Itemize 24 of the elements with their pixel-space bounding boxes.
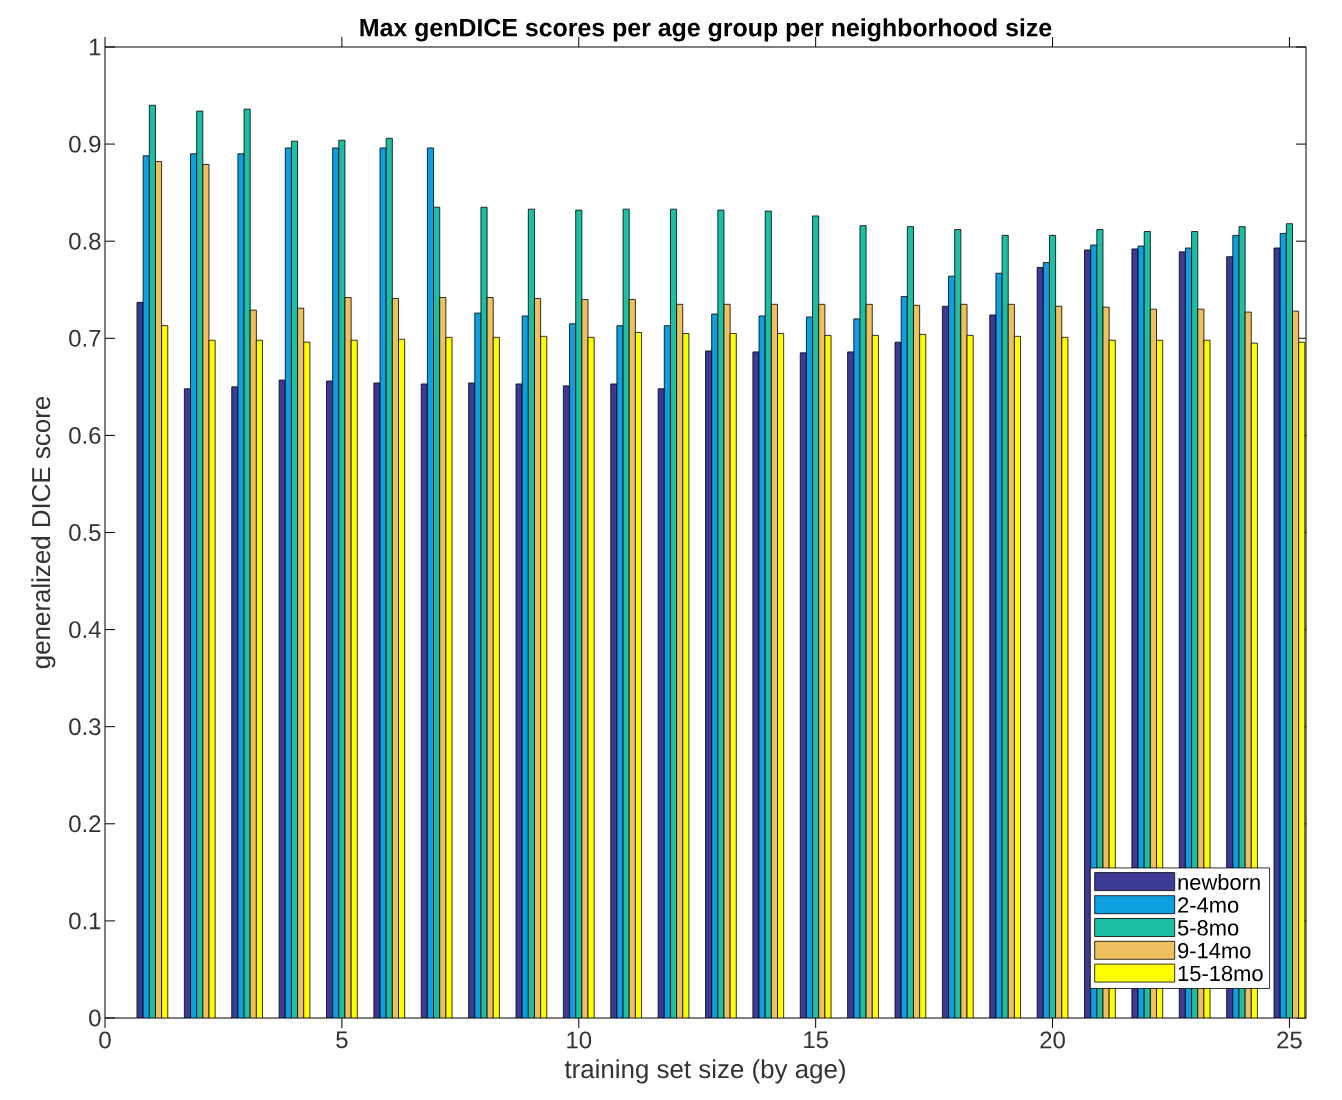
- legend-label: 2-4mo: [1178, 897, 1239, 913]
- y-tick-label: 1: [90, 38, 101, 56]
- y-tick-label: 0: [89, 1009, 101, 1027]
- y-tick-label: 0.5: [69, 524, 101, 541]
- y-tick-label: 0.4: [69, 621, 101, 639]
- x-tick-label: 20: [1040, 1031, 1065, 1049]
- x-axis-title: training set size (by age): [564, 1059, 845, 1084]
- y-tick-label: 0.3: [69, 718, 101, 736]
- legend-label: newborn: [1178, 873, 1260, 891]
- y-tick-label: 0.7: [69, 329, 101, 347]
- y-tick-label: 0.8: [69, 232, 101, 250]
- x-tick-label: 25: [1277, 1031, 1302, 1049]
- y-tick-label: 0.1: [69, 912, 101, 930]
- legend-label: 9-14mo: [1178, 942, 1251, 959]
- chart-title: Max genDICE scores per age group per neighborhood size: [360, 18, 1052, 42]
- y-tick-label: 0.9: [69, 135, 101, 153]
- y-axis-title: generalized DICE score: [31, 396, 56, 669]
- x-tick-label: 15: [804, 1031, 828, 1049]
- y-tick-label: 0.2: [69, 815, 101, 833]
- x-tick-label: 5: [336, 1031, 348, 1049]
- y-tick-label: 0.6: [69, 426, 101, 444]
- legend-label: 15-18mo: [1178, 965, 1263, 982]
- x-tick-label: 10: [567, 1031, 592, 1049]
- legend-label: 5-8mo: [1177, 920, 1239, 936]
